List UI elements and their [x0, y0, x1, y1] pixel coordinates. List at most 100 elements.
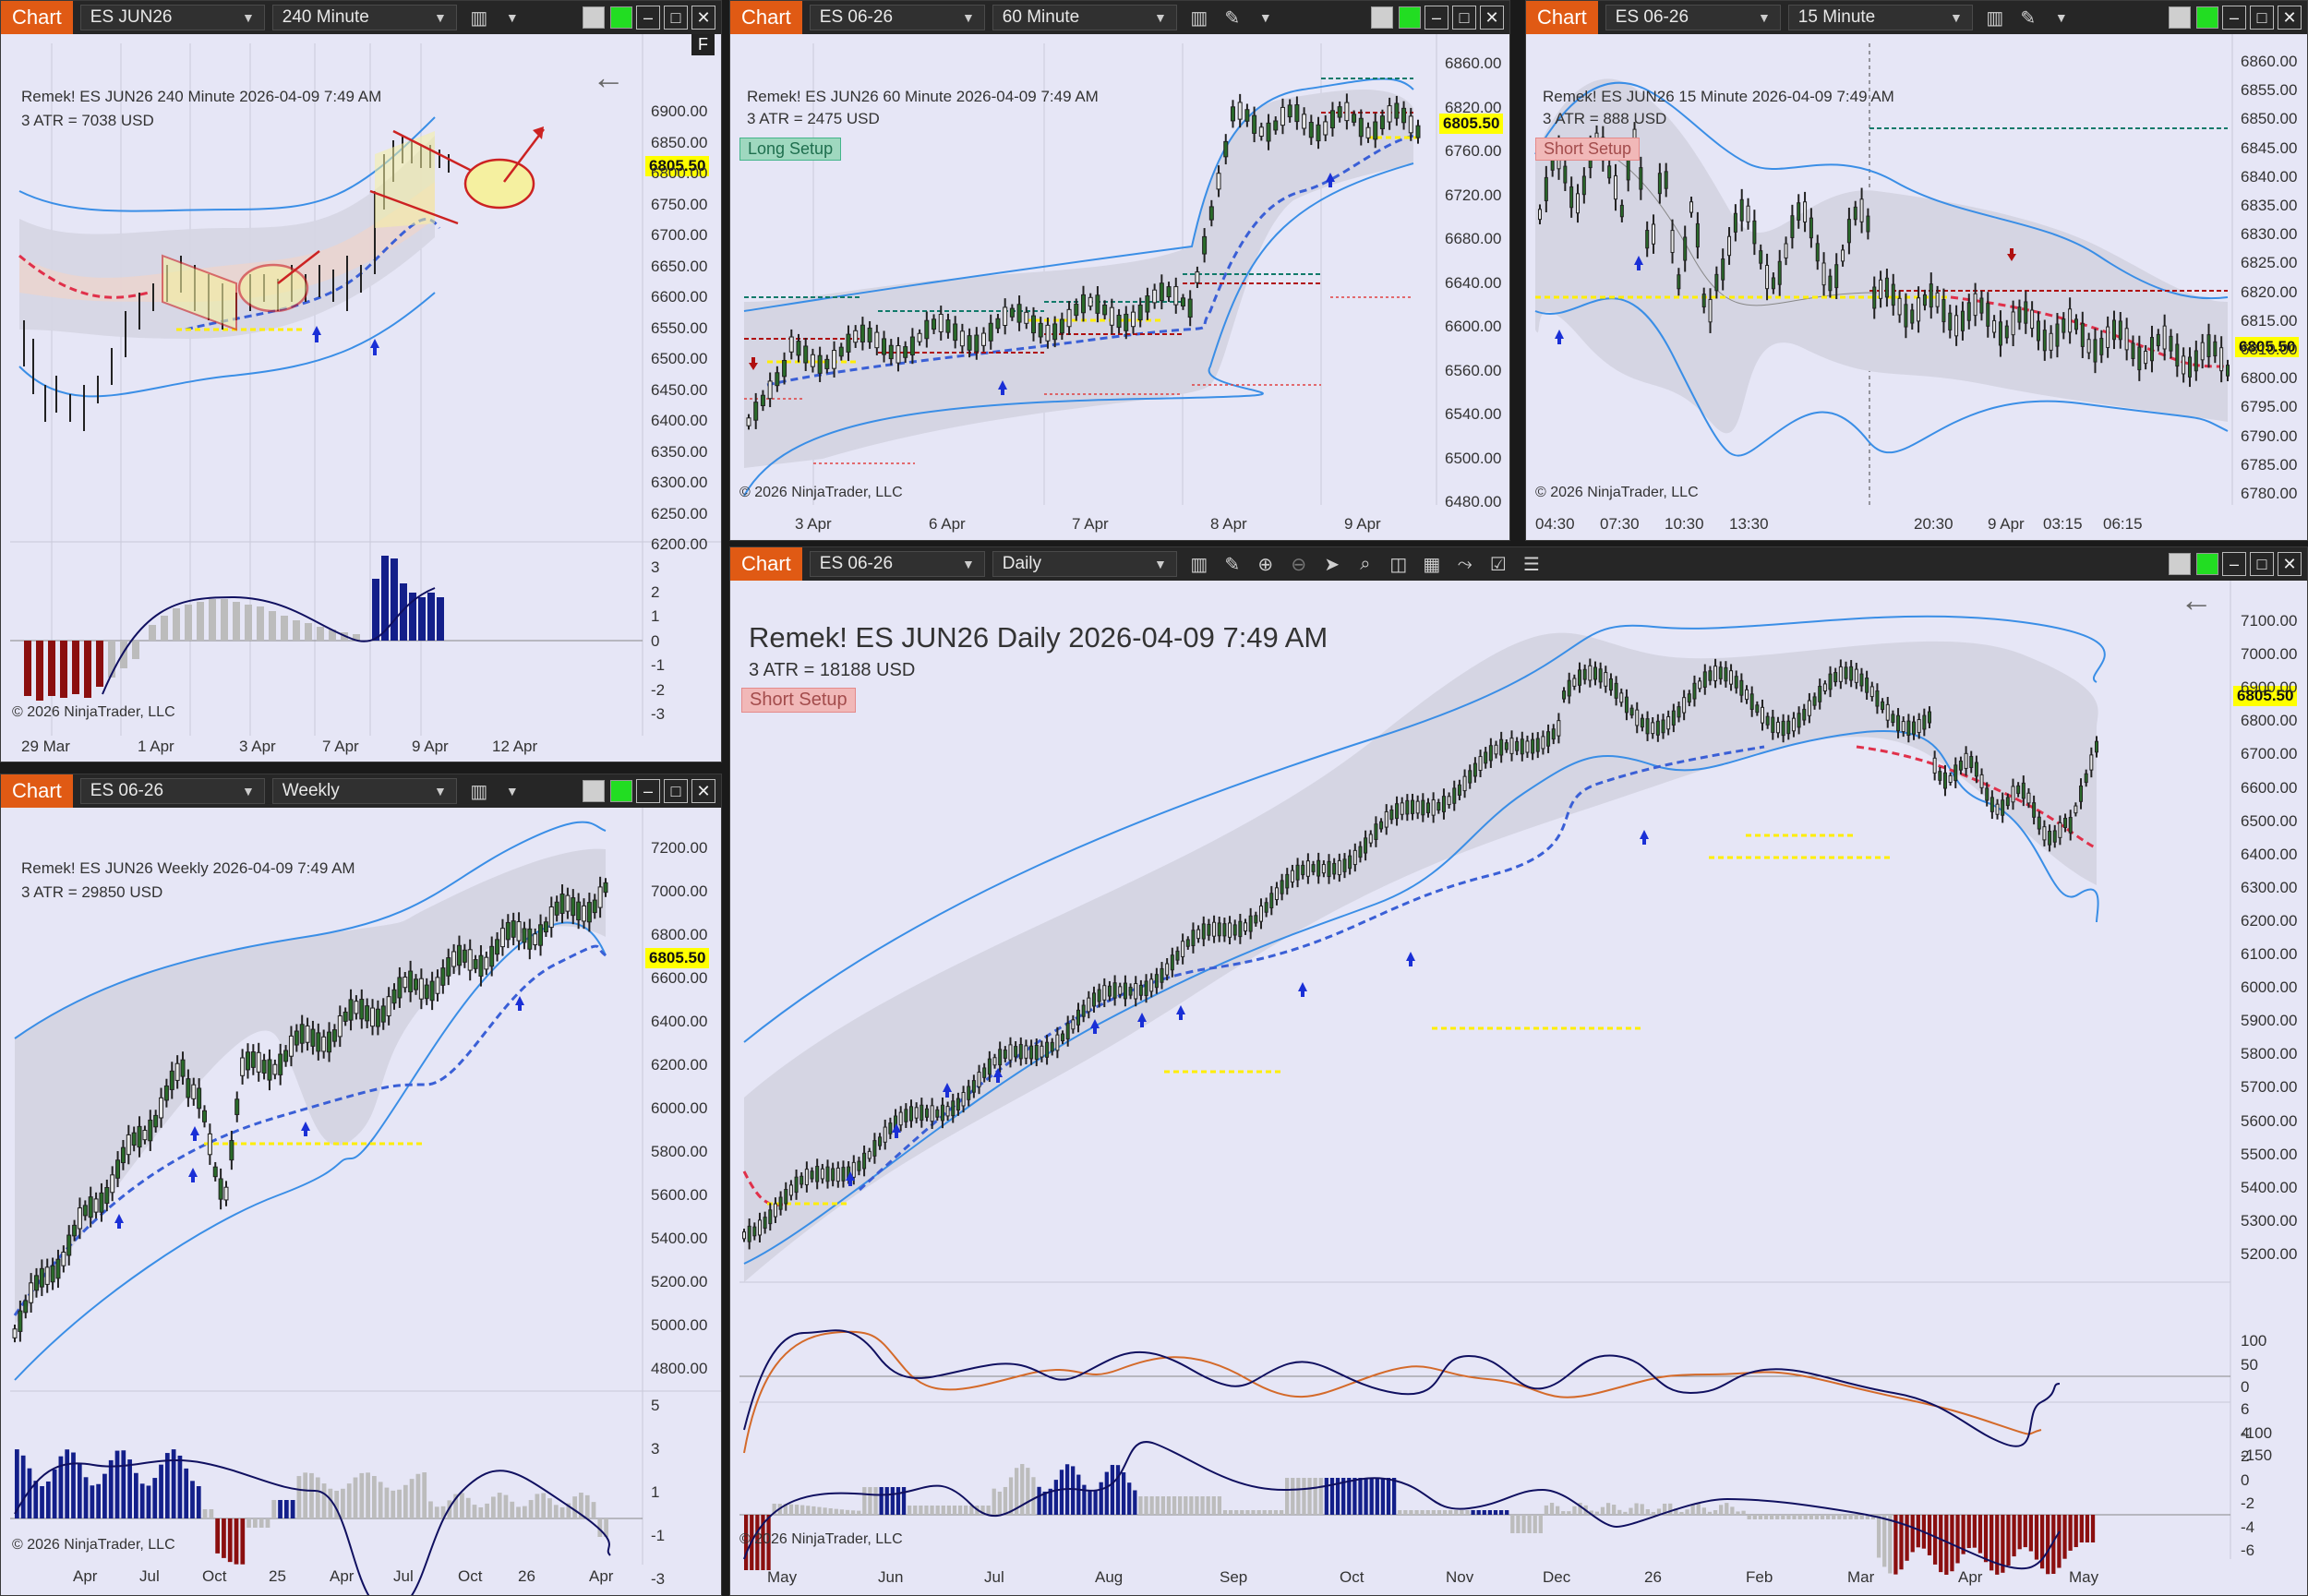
- chart-menu-button[interactable]: Chart: [730, 547, 802, 581]
- chevron-down-icon[interactable]: ▼: [2054, 10, 2068, 25]
- close-icon[interactable]: ✕: [691, 6, 715, 30]
- chevron-down-icon[interactable]: ▼: [1153, 10, 1167, 25]
- green-square-icon[interactable]: [610, 6, 632, 29]
- back-arrow-icon[interactable]: ←: [592, 58, 625, 96]
- candle-body: [1718, 666, 1723, 679]
- gray-square-icon[interactable]: [1371, 6, 1393, 29]
- zoom-out-icon[interactable]: ⊖: [1291, 554, 1307, 575]
- candle-body: [174, 1062, 180, 1081]
- instrument-selector[interactable]: ES 06-26 ▼: [809, 5, 985, 30]
- y-tick-label: 6300.00: [651, 474, 708, 491]
- list-icon[interactable]: ☰: [1522, 554, 1540, 575]
- chevron-down-icon[interactable]: ▼: [961, 10, 975, 25]
- y-tick-label: 6550.00: [651, 318, 708, 337]
- candle-body: [538, 924, 544, 946]
- strategies-icon[interactable]: ⤳: [1457, 553, 1473, 574]
- histogram-bar: [1358, 1478, 1363, 1515]
- maximize-icon[interactable]: □: [2250, 6, 2274, 30]
- chart-menu-button[interactable]: Chart: [1526, 1, 1598, 34]
- chevron-down-icon[interactable]: ▼: [1153, 557, 1167, 571]
- gray-square-icon[interactable]: [2169, 6, 2191, 29]
- histogram-bar: [478, 1506, 484, 1518]
- interval-selector[interactable]: Weekly ▼: [271, 778, 457, 804]
- maximize-icon[interactable]: □: [2250, 552, 2274, 576]
- interval-selector[interactable]: 60 Minute ▼: [992, 5, 1177, 30]
- histogram-bar: [58, 1456, 64, 1518]
- drawing-tool-icon[interactable]: ✎: [1224, 554, 1241, 575]
- bar-style-icon[interactable]: ▥: [470, 7, 488, 29]
- minimize-icon[interactable]: –: [2222, 552, 2246, 576]
- instrument-selector[interactable]: ES 06-26 ▼: [1605, 5, 1781, 30]
- chart-menu-button[interactable]: Chart: [730, 1, 802, 34]
- minimize-icon[interactable]: –: [636, 6, 660, 30]
- chart-menu-button[interactable]: Chart: [1, 1, 73, 34]
- bar-style-icon[interactable]: ▥: [1190, 554, 1208, 575]
- close-icon[interactable]: ✕: [1480, 6, 1504, 30]
- histogram-bar: [766, 1515, 771, 1570]
- candle-body: [1223, 140, 1229, 158]
- minimize-icon[interactable]: –: [1424, 6, 1449, 30]
- chevron-down-icon[interactable]: ▼: [1949, 10, 1963, 25]
- chevron-down-icon[interactable]: ▼: [1258, 10, 1272, 25]
- minimize-icon[interactable]: –: [2222, 6, 2246, 30]
- bar-style-icon[interactable]: ▥: [1190, 7, 1208, 29]
- chevron-down-icon[interactable]: ▼: [505, 784, 519, 798]
- drawing-tool-icon[interactable]: ✎: [2020, 7, 2037, 29]
- gray-square-icon[interactable]: [2169, 553, 2191, 575]
- green-square-icon[interactable]: [2196, 6, 2218, 29]
- interval-selector[interactable]: 15 Minute ▼: [1787, 5, 1973, 30]
- chevron-down-icon[interactable]: ▼: [241, 10, 255, 25]
- maximize-icon[interactable]: □: [664, 6, 688, 30]
- plot-area[interactable]: Remek! ES JUN26 240 Minute 2026-04-09 7:…: [1, 34, 721, 762]
- y-tick-label: -1: [651, 1527, 666, 1544]
- chevron-down-icon[interactable]: ▼: [241, 784, 255, 798]
- templates-icon[interactable]: ◫: [1389, 554, 1408, 575]
- plot-area[interactable]: Remek! ES JUN26 Weekly 2026-04-09 7:49 A…: [1, 808, 721, 1595]
- instrument-selector[interactable]: ES 06-26 ▼: [79, 778, 265, 804]
- gray-square-icon[interactable]: [583, 780, 605, 802]
- bar-style-icon[interactable]: ▥: [470, 781, 488, 802]
- drawing-tool-icon[interactable]: ✎: [1224, 7, 1241, 29]
- histogram-bar: [391, 1490, 396, 1518]
- pointer-icon[interactable]: ➤: [1324, 554, 1340, 575]
- interval-selector[interactable]: Daily ▼: [992, 551, 1177, 577]
- histogram-bar: [1053, 1480, 1059, 1515]
- bar-style-icon[interactable]: ▥: [1986, 7, 2004, 29]
- histogram-bar: [1285, 1478, 1290, 1515]
- properties-icon[interactable]: ☑: [1489, 554, 1507, 575]
- close-icon[interactable]: ✕: [2278, 6, 2302, 30]
- interval-selector[interactable]: 240 Minute ▼: [271, 5, 457, 30]
- maximize-icon[interactable]: □: [664, 779, 688, 803]
- chevron-down-icon[interactable]: ▼: [1757, 10, 1771, 25]
- close-icon[interactable]: ✕: [691, 779, 715, 803]
- data-box-icon[interactable]: ⌕: [1360, 553, 1371, 574]
- y-tick-label: 6200.00: [651, 535, 708, 553]
- chevron-down-icon[interactable]: ▼: [961, 557, 975, 571]
- minimize-icon[interactable]: –: [636, 779, 660, 803]
- back-arrow-icon[interactable]: ←: [2180, 581, 2213, 618]
- chevron-down-icon[interactable]: ▼: [505, 10, 519, 25]
- maximize-icon[interactable]: □: [1452, 6, 1476, 30]
- histogram-bar: [1679, 1511, 1684, 1515]
- histogram-bar: [240, 1518, 246, 1565]
- plot-area[interactable]: Remek! ES JUN26 Daily 2026-04-09 7:49 AM…: [730, 581, 2307, 1595]
- close-icon[interactable]: ✕: [2278, 552, 2302, 576]
- instrument-selector[interactable]: ES 06-26 ▼: [809, 551, 985, 577]
- indicators-icon[interactable]: ▦: [1423, 554, 1441, 575]
- chevron-down-icon[interactable]: ▼: [433, 784, 447, 798]
- candle-body: [1695, 222, 1700, 248]
- chart-menu-button[interactable]: Chart: [1, 774, 73, 808]
- green-square-icon[interactable]: [2196, 553, 2218, 575]
- gray-square-icon[interactable]: [583, 6, 605, 29]
- up-arrow-icon: [1301, 991, 1304, 997]
- corner-badge[interactable]: F: [691, 34, 715, 55]
- green-square-icon[interactable]: [1399, 6, 1421, 29]
- chevron-down-icon[interactable]: ▼: [433, 10, 447, 25]
- plot-area[interactable]: Remek! ES JUN26 15 Minute 2026-04-09 7:4…: [1526, 34, 2307, 540]
- green-square-icon[interactable]: [610, 780, 632, 802]
- candle-body: [1844, 666, 1848, 679]
- candle-body: [1885, 703, 1890, 721]
- zoom-in-icon[interactable]: ⊕: [1257, 554, 1274, 575]
- instrument-selector[interactable]: ES JUN26 ▼: [79, 5, 265, 30]
- plot-area[interactable]: Remek! ES JUN26 60 Minute 2026-04-09 7:4…: [730, 34, 1509, 540]
